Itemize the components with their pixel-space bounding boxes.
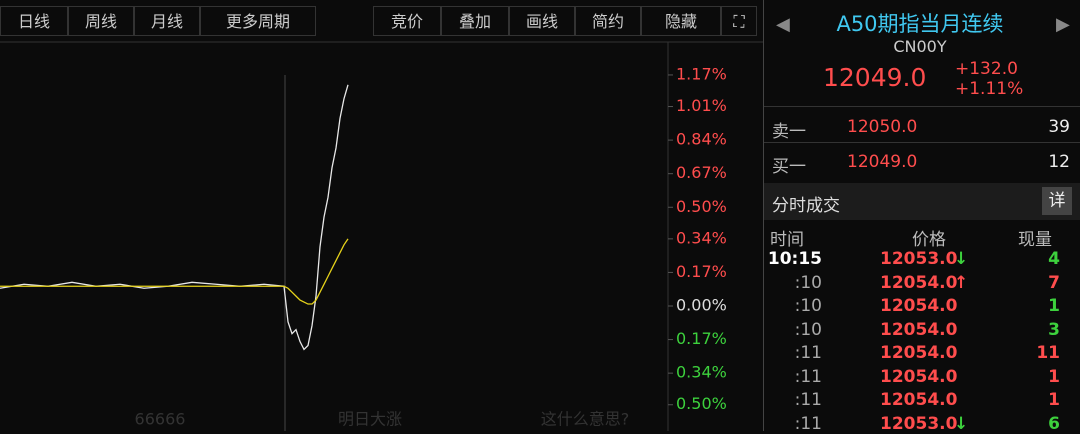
tool-button[interactable]: 叠加 (441, 6, 509, 36)
trade-time: :10 (794, 272, 822, 293)
trades-title: 分时成交 (772, 196, 840, 216)
trades-header-bar (764, 183, 1080, 220)
danmaku-comment: 66666 (135, 410, 186, 429)
trade-time: :11 (794, 413, 822, 434)
column-header: 时间 (770, 230, 804, 250)
trade-price: 12054.0 (880, 366, 958, 387)
y-tick-label: 0.67% (676, 163, 727, 182)
trade-arrow: ↓ (954, 249, 969, 269)
bid-label: 买一 (772, 157, 806, 177)
trade-volume: 6 (1048, 413, 1060, 434)
y-tick-label: 0.50% (676, 394, 727, 413)
next-arrow[interactable]: ▶ (1056, 14, 1070, 35)
period-button[interactable]: 日线 (0, 6, 68, 36)
trade-arrow: ↓ (954, 413, 969, 434)
trade-price: 12053.0 (880, 249, 958, 269)
trade-time: :11 (794, 366, 822, 387)
tool-button[interactable]: 竞价 (373, 6, 441, 36)
separator (764, 106, 1080, 107)
bid-volume: 12 (1048, 152, 1070, 172)
y-tick-label: 0.84% (676, 130, 727, 149)
ask-label: 卖一 (772, 122, 806, 142)
trade-arrow: ↑ (954, 272, 969, 293)
trade-volume: 1 (1048, 390, 1060, 410)
separator (764, 142, 1080, 143)
ask-volume: 39 (1048, 117, 1070, 137)
tool-button[interactable]: 简约 (575, 6, 641, 36)
column-header: 现量 (1018, 230, 1052, 250)
y-tick-label: 0.34% (676, 228, 727, 247)
period-button[interactable]: 月线 (134, 6, 200, 36)
trade-time: :10 (794, 296, 822, 316)
last-price: 12049.0 (823, 63, 927, 92)
trade-volume: 1 (1048, 366, 1060, 387)
period-button[interactable]: 周线 (68, 6, 134, 36)
trade-price: 12054.0 (880, 296, 958, 316)
y-tick-label: 0.50% (676, 197, 727, 216)
tool-button[interactable]: 画线 (509, 6, 575, 36)
trade-time: 10:15 (767, 249, 822, 269)
trade-volume: 1 (1048, 296, 1060, 316)
detail-button[interactable]: 详 (1042, 187, 1072, 215)
change: +132.0 (955, 59, 1018, 79)
trade-time: :11 (794, 343, 822, 363)
panel-divider (763, 0, 764, 431)
ask-price: 12050.0 (847, 117, 918, 137)
price-line (0, 238, 349, 305)
danmaku-comment: 这什么意思? (541, 410, 630, 429)
prev-arrow[interactable]: ◀ (776, 14, 790, 35)
y-tick-label: 1.01% (676, 96, 727, 115)
tool-button[interactable]: 隐藏 (641, 6, 721, 36)
y-tick-label: 0.34% (676, 363, 727, 382)
trade-volume: 7 (1048, 272, 1060, 293)
trade-volume: 4 (1048, 249, 1060, 269)
danmaku-comment: 明日大涨 (338, 410, 402, 429)
bid-price: 12049.0 (847, 152, 918, 172)
trade-price: 12054.0 (880, 390, 958, 410)
y-tick-label: 0.17% (676, 329, 727, 348)
price-line (0, 84, 349, 351)
instrument-code: CN00Y (893, 37, 947, 56)
chart: 1.17% 1.01% 0.84% 0.67% 0.50% 0.34% 0.17% 0.00%… (0, 41, 763, 431)
column-header: 价格 (912, 230, 946, 250)
change-pct: +1.11% (955, 79, 1024, 99)
trade-time: :11 (794, 390, 822, 410)
trade-price: 12054.0 (880, 272, 958, 293)
instrument-name: A50期指当月连续 (836, 12, 1004, 36)
trade-price: 12053.0 (880, 413, 958, 434)
y-tick-label: 1.17% (676, 64, 727, 83)
trade-price: 12054.0 (880, 343, 958, 363)
trade-volume: 3 (1048, 319, 1060, 340)
trade-volume: 11 (1036, 343, 1060, 363)
fullscreen-button[interactable]: ⛶ (721, 6, 757, 36)
y-tick-label: 0.17% (676, 262, 727, 281)
trade-price: 12054.0 (880, 319, 958, 340)
y-tick-label: 0.00% (676, 296, 727, 315)
period-button[interactable]: 更多周期 (200, 6, 316, 36)
trade-time: :10 (794, 319, 822, 340)
